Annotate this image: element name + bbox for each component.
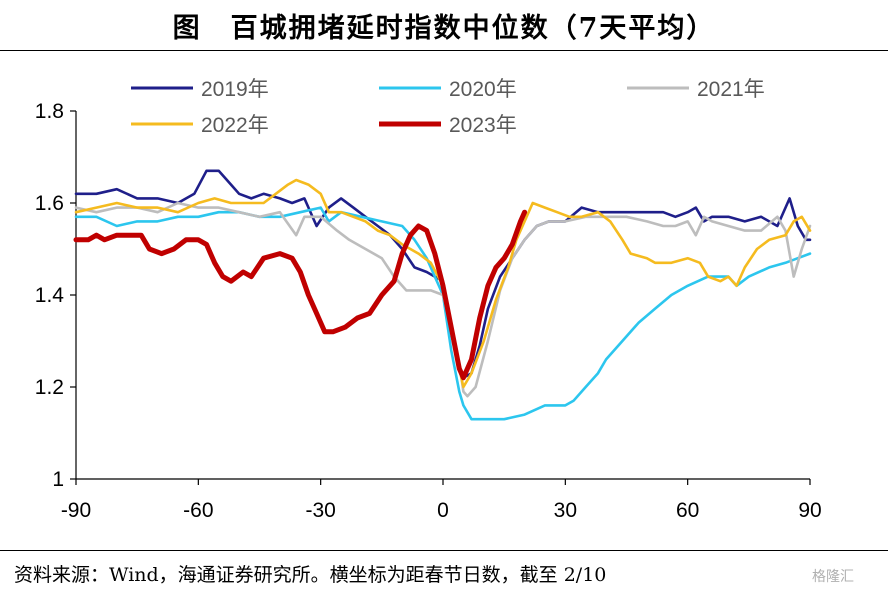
source-note: 资料来源：Wind，海通证券研究所。横坐标为距春节日数，截至 2/10 (14, 564, 607, 586)
y-tick-label: 1.2 (35, 376, 64, 399)
legend: 2019年 2020年 2021年 2022年 2023年 (131, 78, 765, 137)
x-tick-label: -90 (61, 499, 91, 522)
y-tick-label: 1.4 (35, 284, 65, 307)
x-tick-label: -60 (183, 499, 213, 522)
source-divider (0, 550, 888, 551)
x-tick-label: 60 (676, 499, 699, 522)
series-line-2021 (74, 201, 812, 398)
axes: 1 1.2 1.4 1.6 1.8 -90 -60 -30 0 30 60 90 (35, 100, 822, 522)
x-tick-label: 30 (554, 499, 577, 522)
title-divider (0, 50, 888, 51)
x-tick-label: 90 (798, 499, 821, 522)
series-line-2019 (74, 169, 812, 380)
y-tick-label: 1.6 (35, 192, 64, 215)
legend-label: 2022年 (201, 114, 269, 137)
y-tick-label: 1 (52, 468, 64, 491)
watermark: 格隆汇 (812, 569, 854, 585)
y-tick-label: 1.8 (35, 100, 64, 123)
legend-label: 2023年 (449, 114, 517, 137)
legend-label: 2021年 (697, 78, 765, 101)
legend-label: 2020年 (449, 78, 517, 101)
series-line-2023 (73, 209, 528, 381)
series-lines (73, 169, 812, 421)
series-line-2022 (74, 178, 812, 389)
x-tick-label: -30 (305, 499, 335, 522)
legend-label: 2019年 (201, 78, 269, 101)
x-tick-label: 0 (437, 499, 449, 522)
chart-title: 图 百城拥堵延时指数中位数（7天平均） (172, 13, 716, 44)
